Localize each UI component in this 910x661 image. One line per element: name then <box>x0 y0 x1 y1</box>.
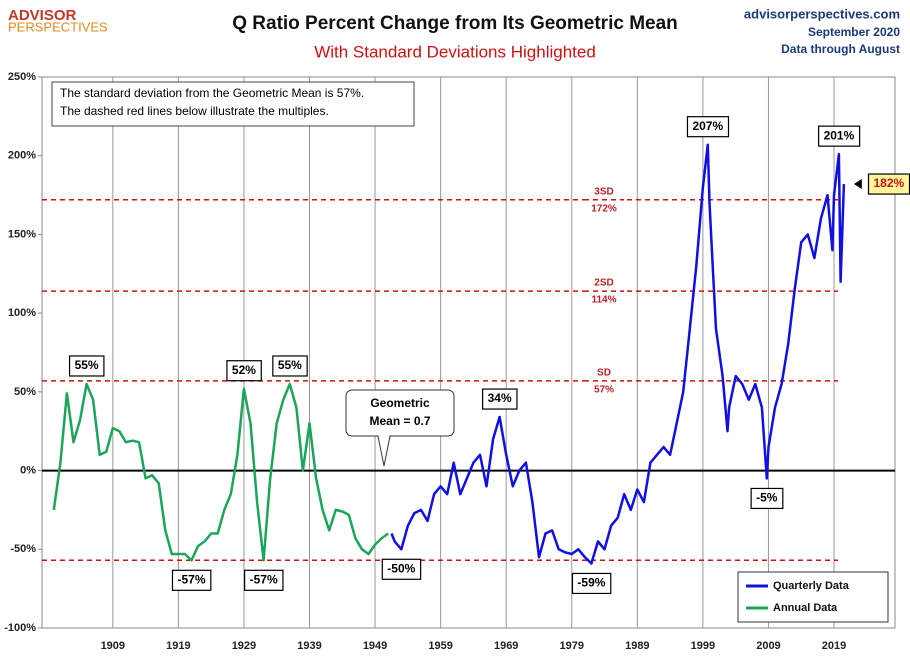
x-tick-label: 1969 <box>494 640 518 652</box>
x-tick-label: 1959 <box>428 640 452 652</box>
callout-text: Mean = 0.7 <box>369 414 430 428</box>
x-tick-label: 1919 <box>166 640 190 652</box>
annotation-text: -5% <box>756 491 778 505</box>
annotation-text: 207% <box>692 119 723 133</box>
legend-box <box>737 571 889 623</box>
plot-area <box>41 76 896 629</box>
annotation-box <box>482 388 518 410</box>
reference-value: 114% <box>591 295 616 306</box>
annotation-box <box>171 569 212 591</box>
annotation: 55% <box>68 355 105 377</box>
last-value-arrow <box>853 179 862 190</box>
last-value: 182% <box>867 173 910 195</box>
annotation-box <box>686 116 730 138</box>
annotation-text: -57% <box>250 572 278 586</box>
note-text: The dashed red lines below illustrate th… <box>60 104 329 118</box>
annotation-box <box>381 558 422 580</box>
annotation: 207% <box>686 116 730 138</box>
annotation-text: -57% <box>177 572 205 586</box>
annotation-box <box>272 355 308 377</box>
annotation: 55% <box>272 355 308 377</box>
chart-subtitle: With Standard Deviations Highlighted <box>314 42 596 61</box>
callout-text: Geometric <box>370 396 430 410</box>
annotation-box <box>750 487 784 510</box>
x-tick-label: 1939 <box>297 640 321 652</box>
annotation: -57% <box>244 569 284 591</box>
annotation: 34% <box>482 388 518 410</box>
source: Data through August <box>781 42 900 56</box>
annotation-box <box>244 569 284 591</box>
x-tick-label: 1909 <box>101 640 125 652</box>
y-tick-label: 0% <box>20 464 36 476</box>
callout-bubble <box>345 389 455 467</box>
x-tick-label: 2019 <box>822 640 846 652</box>
reference-value: 57% <box>594 384 614 395</box>
logo: PERSPECTIVES <box>8 19 108 34</box>
source: September 2020 <box>808 25 900 39</box>
note-box <box>51 81 415 127</box>
x-tick-label: 1999 <box>691 640 715 652</box>
y-tick-label: 100% <box>8 307 36 319</box>
y-tick-label: 50% <box>14 386 36 398</box>
series-line <box>52 382 389 562</box>
annotation: 201% <box>817 125 861 147</box>
annotation: 52% <box>226 360 262 382</box>
y-tick-label: -50% <box>10 543 36 555</box>
mean-callout: Geometric Mean = 0.7 <box>345 389 455 467</box>
x-tick-label: 2009 <box>756 640 780 652</box>
legend: Quarterly Data Annual Data <box>737 571 889 623</box>
x-tick-label: 1949 <box>363 640 387 652</box>
y-tick-label: 200% <box>8 150 36 162</box>
annotation-text: 52% <box>232 363 256 377</box>
reference-value: 172% <box>591 203 617 214</box>
y-tick-label: -100% <box>4 622 36 634</box>
x-tick-label: 1979 <box>560 640 584 652</box>
note-text: The standard deviation from the Geometri… <box>60 86 364 100</box>
note: The standard deviation from the Geometri… <box>51 81 415 127</box>
annotation-box <box>226 360 262 382</box>
annotation-text: 55% <box>75 358 99 372</box>
x-tick-label: 1929 <box>232 640 256 652</box>
annotation-box <box>68 355 105 377</box>
annotation-box <box>571 572 612 595</box>
annotation-text: 34% <box>488 391 512 405</box>
y-tick-label: 250% <box>8 71 36 83</box>
logo: ADVISOR <box>8 7 77 24</box>
chart-title: Q Ratio Percent Change from Its Geometri… <box>232 13 678 34</box>
legend-label: Annual Data <box>773 602 838 614</box>
annotation: -59% <box>571 572 612 595</box>
source: advisorperspectives.com <box>744 6 900 21</box>
last-value-text: 182% <box>874 176 905 190</box>
legend-label: Quarterly Data <box>773 580 850 592</box>
reference-name: 2SD <box>594 278 613 289</box>
annotation-text: 201% <box>824 128 855 142</box>
annotation: -5% <box>750 487 784 510</box>
reference-name: 3SD <box>594 186 613 197</box>
y-tick-label: 150% <box>8 228 36 240</box>
annotation-box <box>817 125 861 147</box>
reference-name: SD <box>597 367 611 378</box>
annotation: -57% <box>171 569 212 591</box>
series-line <box>390 143 846 565</box>
annotation-text: 55% <box>278 358 302 372</box>
annotation: -50% <box>381 558 422 580</box>
x-tick-label: 1989 <box>625 640 649 652</box>
annotation-text: -59% <box>577 576 605 590</box>
annotation-text: -50% <box>387 561 415 575</box>
